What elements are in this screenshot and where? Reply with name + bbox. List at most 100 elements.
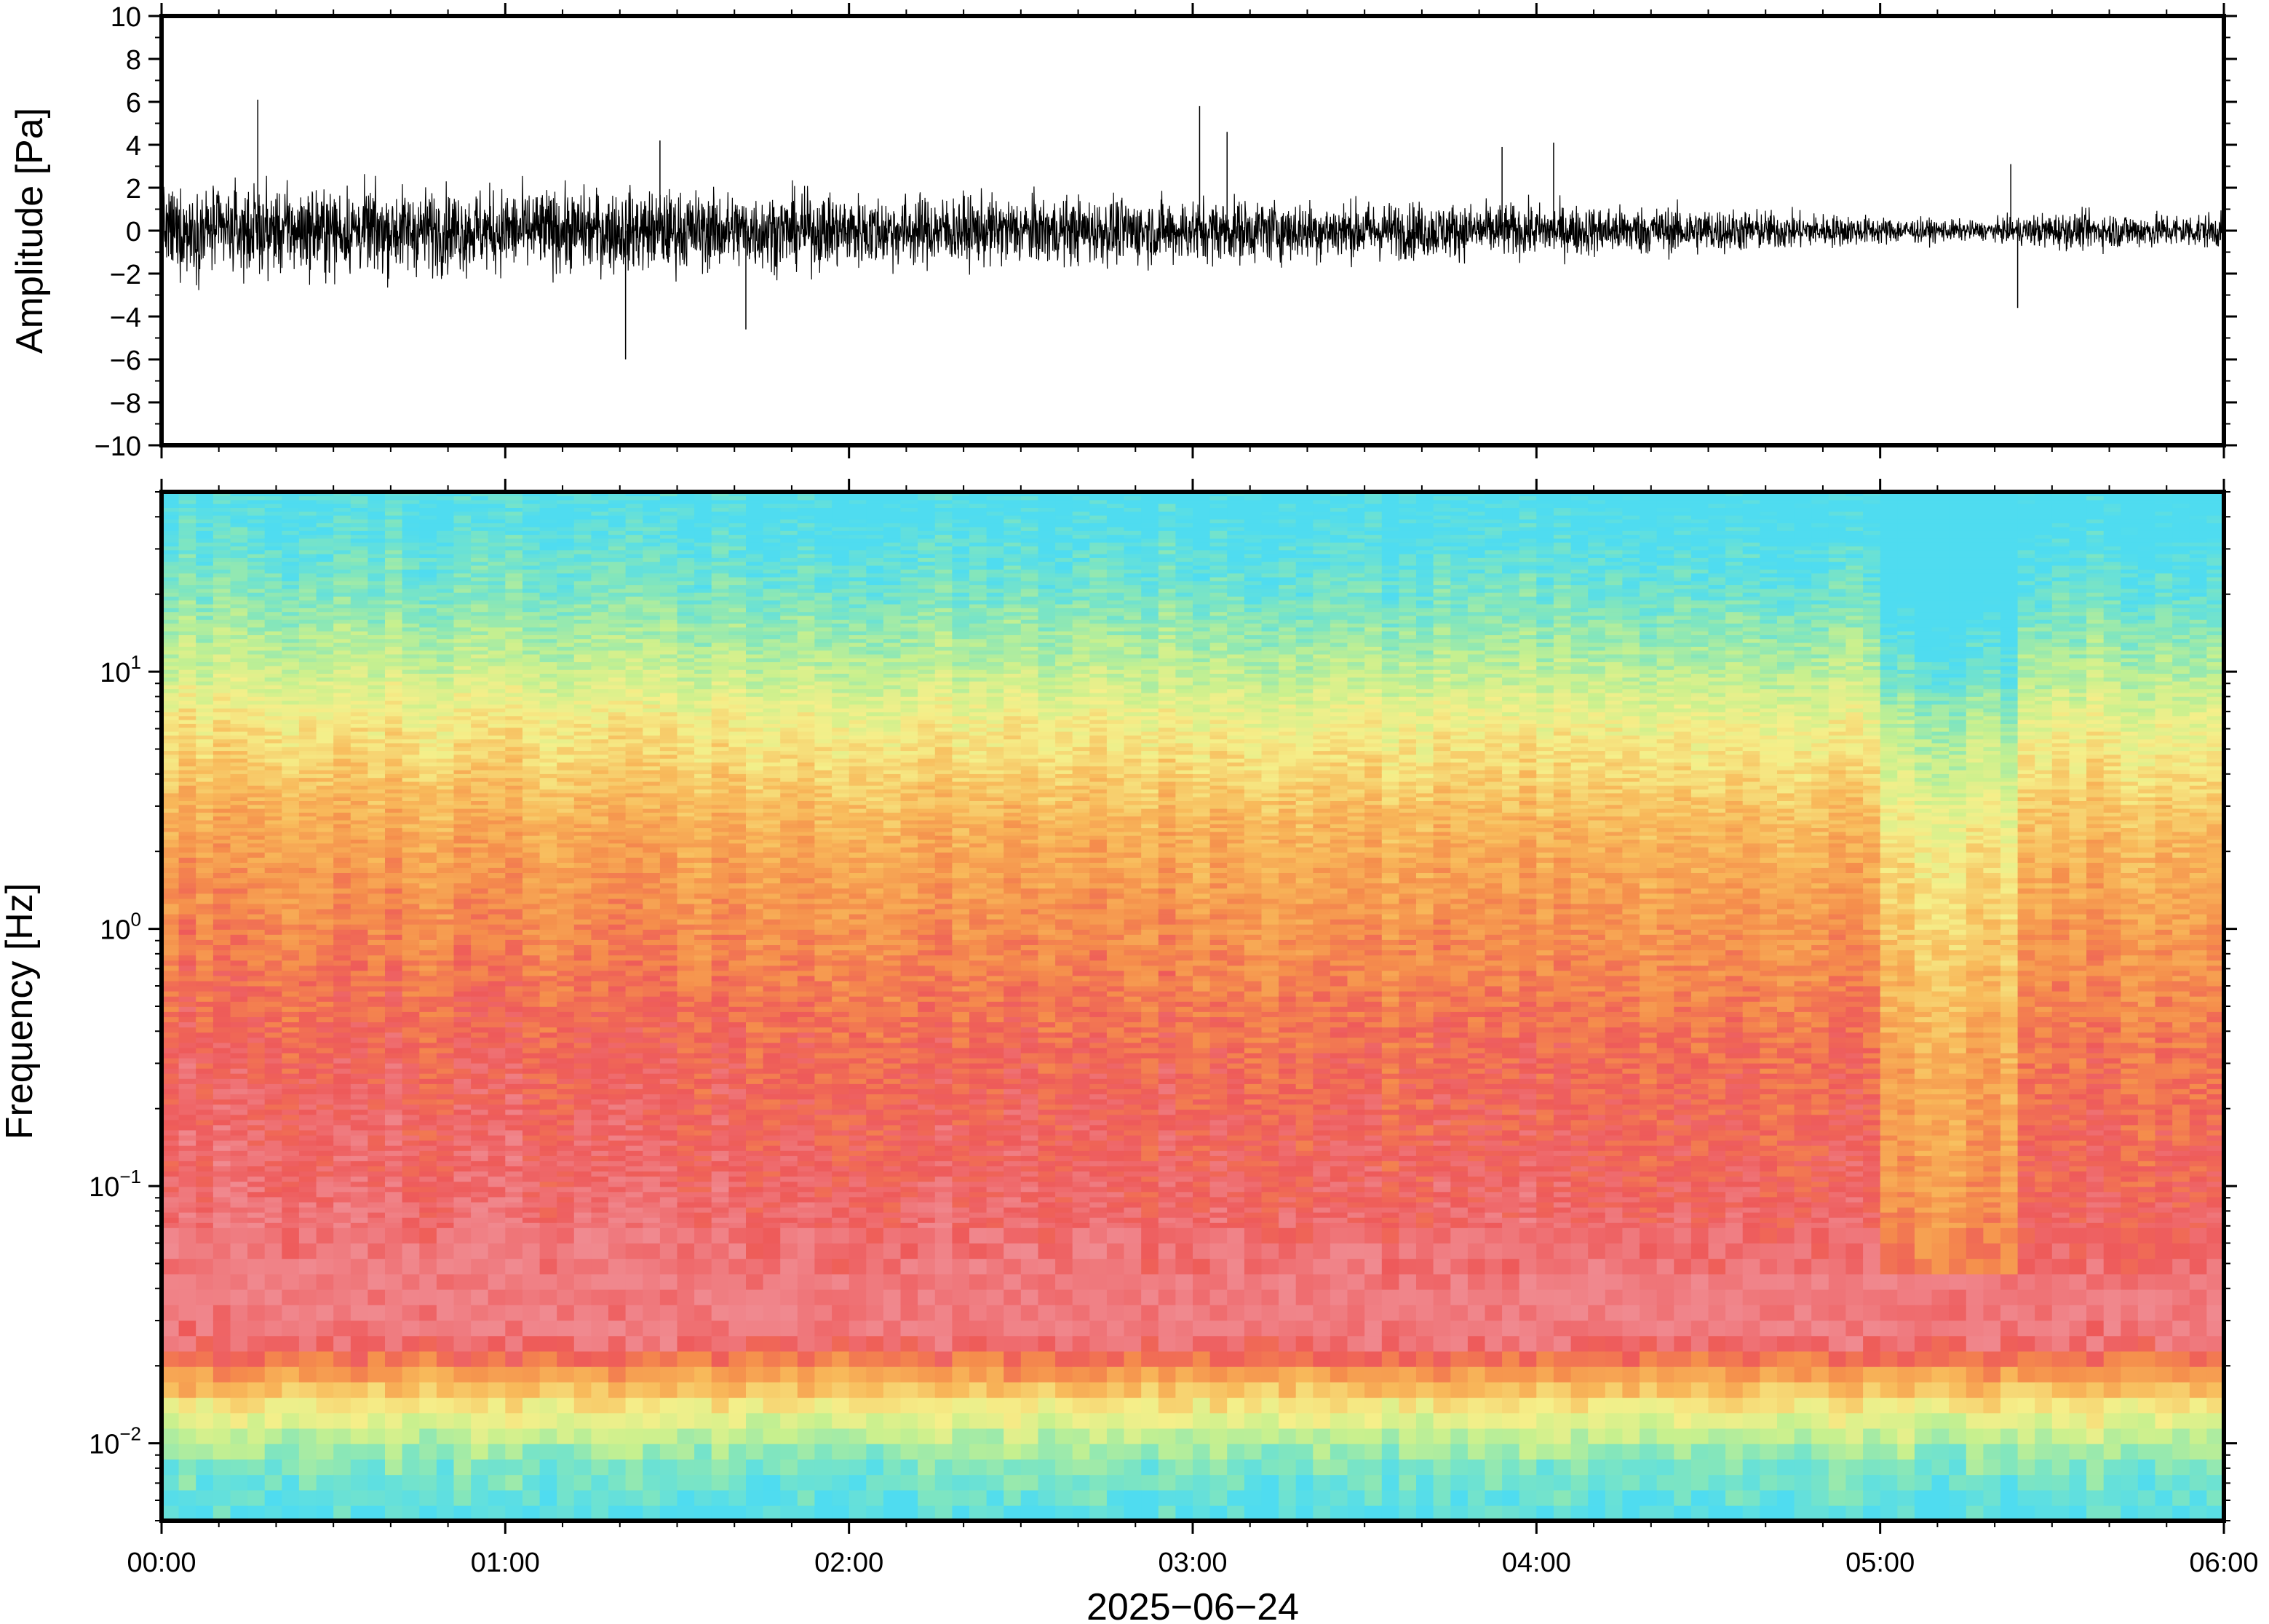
spectrogram-cell <box>437 669 454 674</box>
spectrogram-cell <box>162 1197 179 1203</box>
spectrogram-cell <box>179 1073 196 1079</box>
spectrogram-cell <box>522 981 540 987</box>
spectrogram-cell <box>591 755 608 759</box>
spectrogram-cell <box>317 1068 334 1074</box>
spectrogram-cell <box>540 565 557 570</box>
spectrogram-cell <box>454 550 472 554</box>
spectrogram-cell <box>557 1192 574 1198</box>
spectrogram-cell <box>574 1145 592 1151</box>
spectrogram-cell <box>351 766 368 771</box>
spectrogram-cell <box>385 816 402 820</box>
spectrogram-cell <box>488 929 506 935</box>
spectrogram-cell <box>265 1032 282 1038</box>
spectrogram-cell <box>488 1222 506 1228</box>
spectrogram-cell <box>402 600 420 605</box>
spectrogram-cell <box>351 1135 368 1141</box>
spectrogram-cell <box>213 960 231 966</box>
spectrogram-cell <box>437 616 454 620</box>
spectrogram-cell <box>282 1043 299 1048</box>
spectrogram-cell <box>247 929 265 935</box>
spectrogram-cell <box>162 965 179 971</box>
spectrogram-cell <box>505 688 522 693</box>
spectrogram-cell <box>402 789 420 793</box>
spectrogram-cell <box>402 507 420 512</box>
spectrogram-cell <box>282 1202 299 1208</box>
spectrogram-cell <box>557 747 574 751</box>
spectrogram-cell <box>454 1053 472 1059</box>
spectrogram-cell <box>196 1027 213 1032</box>
spectrogram-cell <box>574 712 592 716</box>
spectrogram-cell <box>282 1305 299 1321</box>
spectrogram-cell <box>402 1155 420 1161</box>
spectrogram-cell <box>162 677 179 682</box>
spectrogram-cell <box>213 827 231 832</box>
spectrogram-cell <box>247 944 265 950</box>
spectrogram-cell <box>247 1176 265 1182</box>
spectrogram-cell <box>540 852 557 858</box>
spectrogram-cell <box>488 500 506 504</box>
spectrogram-cell <box>282 1032 299 1038</box>
spectrogram-cell <box>557 538 574 543</box>
spectrogram-cell <box>265 731 282 736</box>
spectrogram-cell <box>540 1063 557 1069</box>
spectrogram-cell <box>505 1197 522 1203</box>
spectrogram-cell <box>505 812 522 816</box>
spectrogram-cell <box>574 1217 592 1223</box>
spectrogram-cell <box>471 573 488 577</box>
spectrogram-cell <box>488 1397 506 1413</box>
spectrogram-cell <box>419 1022 437 1027</box>
spectrogram-cell <box>213 1058 231 1064</box>
spectrogram-cell <box>591 550 608 554</box>
spectrogram-cell <box>247 527 265 531</box>
spectrogram-cell <box>282 1274 299 1290</box>
spectrogram-cell <box>540 1258 557 1274</box>
spectrogram-cell <box>557 507 574 512</box>
spectrogram-cell <box>317 693 334 697</box>
spectrogram-cell <box>591 773 608 778</box>
spectrogram-cell <box>265 1053 282 1059</box>
spectrogram-cell <box>402 797 420 801</box>
spectrogram-cell <box>265 589 282 593</box>
spectrogram-cell <box>282 1181 299 1187</box>
spectrogram-cell <box>247 1115 265 1121</box>
spectrogram-cell <box>231 1048 248 1054</box>
spectrogram-cell <box>265 872 282 878</box>
spectrogram-cell <box>385 561 402 565</box>
spectrogram-cell <box>231 991 248 997</box>
spectrogram-cell <box>591 1217 608 1223</box>
spectrogram-cell <box>367 1078 385 1084</box>
spectrogram-cell <box>351 1186 368 1192</box>
spectrogram-cell <box>540 839 557 843</box>
spectrogram-column-25 <box>591 488 608 1521</box>
spectrogram-cell <box>505 1053 522 1059</box>
spectrogram-cell <box>247 1227 265 1243</box>
spectrogram-cell <box>213 747 231 751</box>
spectrogram-cell <box>179 1166 196 1171</box>
spectrogram-cell <box>540 569 557 573</box>
spectrogram-cell <box>282 872 299 878</box>
spectrogram-cell <box>317 755 334 759</box>
spectrogram-cell <box>162 642 179 647</box>
spectrogram-cell <box>454 960 472 966</box>
spectrogram-cell <box>454 685 472 689</box>
spectrogram-cell <box>351 515 368 520</box>
spectrogram-cell <box>247 773 265 778</box>
spectrogram-cell <box>282 519 299 523</box>
spectrogram-cell <box>540 1161 557 1166</box>
spectrogram-cell <box>351 1217 368 1223</box>
spectrogram-cell <box>265 1366 282 1382</box>
spectrogram-cell <box>522 688 540 693</box>
spectrogram-cell <box>437 1459 454 1475</box>
spectrogram-cell <box>351 893 368 899</box>
spectrogram-cell <box>437 773 454 778</box>
spectrogram-cell <box>557 688 574 693</box>
spectrogram-cell <box>591 816 608 820</box>
spectrogram-cell <box>540 723 557 728</box>
spectrogram-cell <box>385 1459 402 1475</box>
spectrogram-cell <box>437 608 454 612</box>
spectrogram-cell <box>402 1104 420 1110</box>
spectrogram-cell <box>540 592 557 597</box>
spectrogram-cell <box>522 627 540 632</box>
spectrogram-cell <box>437 843 454 848</box>
spectrogram-cell <box>247 1197 265 1203</box>
